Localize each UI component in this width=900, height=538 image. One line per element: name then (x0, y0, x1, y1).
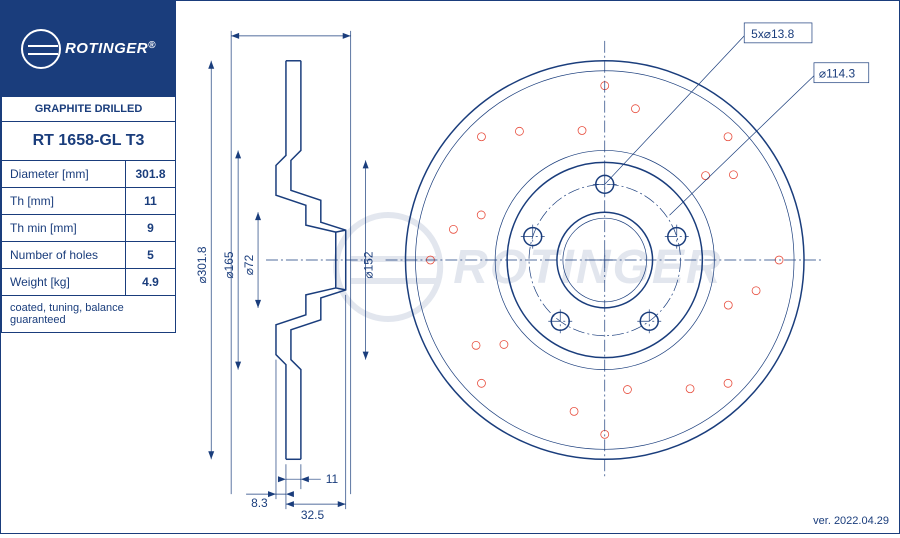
brand-logo: ROTINGER® (1, 1, 176, 96)
spec-note: coated, tuning, balance guaranteed (2, 296, 176, 333)
spec-value: 5 (126, 242, 176, 269)
dim-outer-dia: ⌀301.8 (195, 246, 209, 283)
callouts: 5x⌀13.8 ⌀114.3 (386, 23, 869, 479)
spec-value: 9 (126, 215, 176, 242)
dim-inner-dia: ⌀152 (362, 251, 376, 278)
spec-label: Th [mm] (2, 188, 126, 215)
dim-offset: 8.3 (251, 496, 268, 510)
spec-value: 301.8 (126, 161, 176, 188)
side-view: ⌀301.8 ⌀165 ⌀72 ⌀152 (195, 31, 375, 522)
version-label: ver. 2022.04.29 (813, 515, 889, 527)
part-number: RT 1658-GL T3 (2, 122, 176, 161)
spec-label: Diameter [mm] (2, 161, 126, 188)
dim-bolt-pattern: 5x⌀13.8 (751, 27, 794, 41)
spec-label: Number of holes (2, 242, 126, 269)
spec-label: Weight [kg] (2, 269, 126, 296)
brand-text: ROTINGER (65, 40, 148, 57)
dim-center-dia: ⌀72 (242, 254, 256, 275)
spec-label: Th min [mm] (2, 215, 126, 242)
dim-hub-depth: 32.5 (301, 508, 325, 522)
technical-drawing: ⌀301.8 ⌀165 ⌀72 ⌀152 (176, 1, 899, 533)
spec-value: 11 (126, 188, 176, 215)
dim-bolt-circle: ⌀114.3 (819, 67, 856, 81)
dim-thickness: 11 (326, 472, 339, 486)
dim-hub-dia: ⌀165 (222, 251, 236, 278)
spec-table: GRAPHITE DRILLED RT 1658-GL T3 Diameter … (1, 96, 176, 333)
product-type: GRAPHITE DRILLED (2, 97, 176, 122)
spec-value: 4.9 (126, 269, 176, 296)
